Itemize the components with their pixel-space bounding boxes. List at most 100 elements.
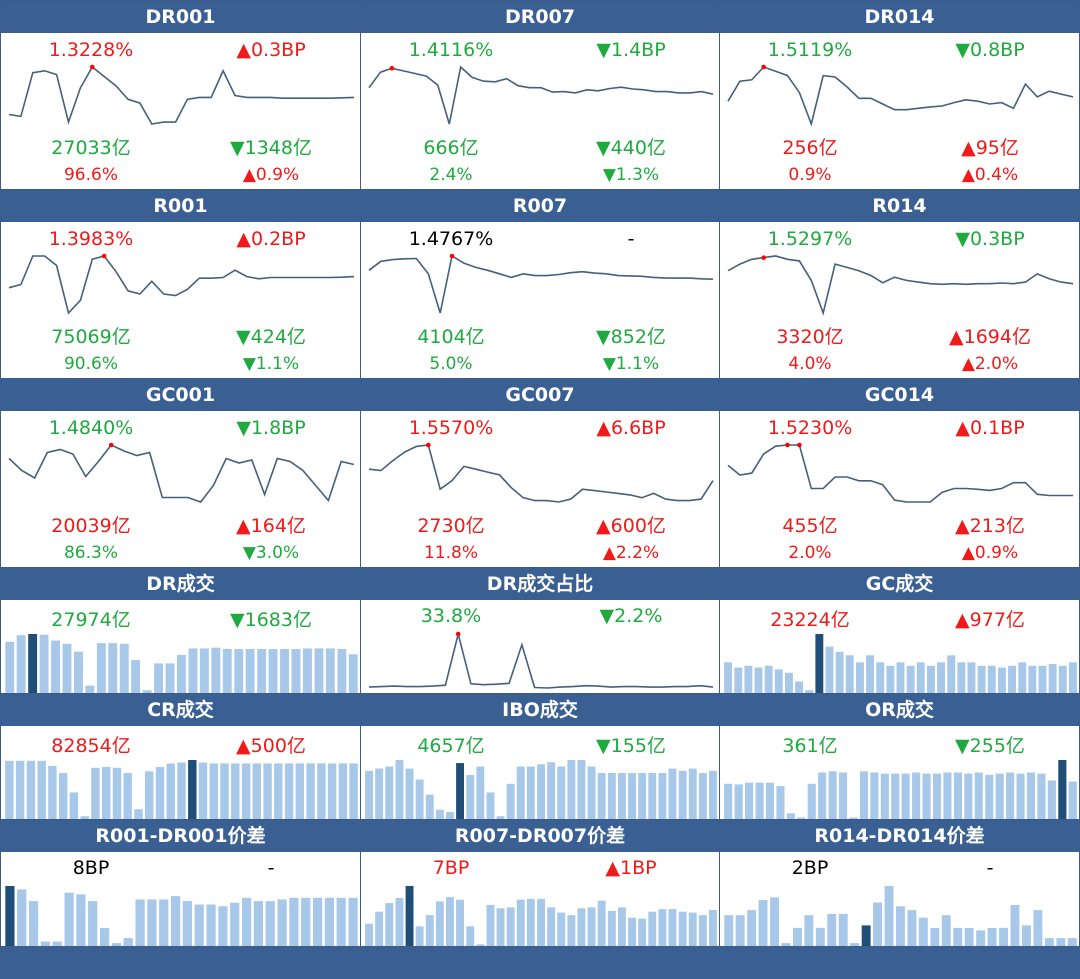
r007-dr007-16-bar — [385, 903, 394, 946]
dr-9-bar — [280, 649, 289, 693]
dr-9-bar — [314, 648, 324, 693]
ibo-13-bar — [415, 779, 424, 819]
dr-9-bar — [199, 648, 209, 693]
panel-title: DR007 — [361, 1, 719, 33]
gc-11-bar — [764, 665, 773, 693]
cr-12-bar — [166, 763, 175, 819]
value: 27974亿 — [51, 609, 131, 631]
cr-12-chart — [5, 760, 358, 819]
r007-dr007-16-bar — [456, 899, 464, 946]
dr-9-bar — [222, 649, 232, 693]
dr-9-bar — [177, 654, 186, 693]
or-14-bar — [870, 772, 879, 819]
gc-11-bar — [835, 651, 844, 693]
r001-dr001-15-bar — [52, 941, 62, 946]
gc-11-bar — [1028, 665, 1037, 693]
dr-9-bar — [234, 649, 244, 693]
change: - — [267, 857, 275, 879]
gc-11-bar — [876, 662, 885, 693]
ibo-13-bar — [506, 783, 515, 819]
cr-12-bar — [338, 763, 348, 819]
share-value: 5.0% — [429, 354, 473, 374]
dr-9-bar — [108, 643, 118, 693]
or-14-bar — [943, 772, 952, 819]
ibo-13-bar — [375, 768, 384, 819]
r007-dr007-16-bar — [415, 926, 424, 946]
r007-dr007-16-bar — [678, 911, 687, 946]
share-change: ▲0.9% — [961, 543, 1019, 563]
ibo-13-bar — [698, 773, 707, 819]
or-14-bar — [797, 817, 806, 819]
panel-title: R007 — [361, 190, 719, 222]
cr-12-bar — [284, 763, 294, 819]
ibo-13-bar — [435, 809, 444, 819]
volume-change: ▼852亿 — [596, 326, 666, 348]
cr-12-bar — [209, 763, 218, 819]
r007-dr007-16-bar — [425, 915, 434, 946]
ibo-13-bar — [618, 773, 626, 819]
dr-9-bar — [337, 649, 347, 693]
volume-change: ▲95亿 — [961, 137, 1019, 159]
cr-12-bar — [59, 773, 68, 819]
r007-4-series-line — [368, 254, 714, 314]
value: 8BP — [72, 857, 110, 879]
share-change: ▼1.1% — [602, 354, 660, 374]
r001-dr001-15-bar — [230, 902, 240, 946]
dr-10-current-point — [455, 631, 461, 637]
dr-9-chart — [5, 634, 358, 693]
or-14-bar — [933, 773, 942, 819]
or-14-bar — [880, 773, 889, 819]
value: 4657亿 — [417, 735, 485, 757]
rate-change: ▲0.3BP — [236, 39, 306, 61]
dr-9-bar — [142, 690, 152, 693]
change: ▲500亿 — [236, 735, 306, 757]
r001-dr001-15-bar — [289, 897, 299, 946]
r014-dr014-17-bar — [953, 927, 963, 946]
r007-dr007-16-bar — [395, 898, 404, 946]
dr-9-bar — [96, 643, 106, 693]
cr-12-bar — [263, 763, 272, 819]
panel-title: R014 — [720, 190, 1079, 222]
r007-dr007-16-bar — [587, 907, 596, 946]
volume-value: 455亿 — [782, 515, 838, 537]
share-change: ▼3.0% — [242, 543, 300, 563]
dr-9-bar — [119, 643, 129, 693]
or-14-bar — [828, 771, 837, 819]
footer-bar — [0, 947, 1080, 979]
r007-dr007-16-bar — [618, 907, 626, 946]
gc007-7-current-point — [426, 442, 431, 448]
ibo-13-bar — [658, 773, 667, 819]
gc-11-bar — [1018, 662, 1027, 693]
ibo-13-bar — [405, 768, 414, 819]
r007-dr007-16-bar — [476, 944, 485, 946]
dr-9-bar — [154, 663, 163, 693]
dr-9-bar — [188, 648, 198, 693]
r007-dr007-16-bar — [567, 915, 576, 946]
r014-dr014-17-bar — [999, 927, 1008, 946]
dr-10-series-line — [368, 633, 714, 689]
panel-dr001-0: DR001 1.3228% ▲0.3BP 27033亿 ▼1348亿 96.6% ▲0.9% — [0, 0, 361, 190]
ibo-13-bar — [688, 768, 697, 819]
r007-dr007-16-bar — [526, 898, 535, 946]
or-14-bar — [734, 784, 743, 819]
ibo-13-bar — [628, 773, 636, 819]
r001-dr001-15-bar — [206, 904, 216, 946]
rate-change: ▼0.8BP — [955, 39, 1025, 61]
ibo-13-bar — [709, 770, 717, 819]
r007-dr007-16-bar — [597, 900, 606, 946]
cr-12-bar — [69, 792, 79, 819]
r014-dr014-17-bar — [873, 902, 882, 946]
dr-9-bar — [5, 641, 15, 693]
panel-title: R001 — [1, 190, 360, 222]
value: 7BP — [432, 857, 470, 879]
r007-dr007-16-bar — [537, 898, 545, 946]
or-14-bar — [1006, 772, 1015, 819]
r007-dr007-16-bar — [466, 926, 475, 946]
r001-dr001-15-bar — [123, 938, 133, 946]
rate-change: - — [627, 228, 635, 250]
r001-dr001-15-bar — [64, 892, 74, 946]
gc-11-bar — [937, 662, 945, 693]
r014-5-current-point — [761, 255, 766, 260]
panel-dr014-2: DR014 1.5119% ▼0.8BP 256亿 ▲95亿 0.9% ▲0.4% — [719, 0, 1080, 190]
